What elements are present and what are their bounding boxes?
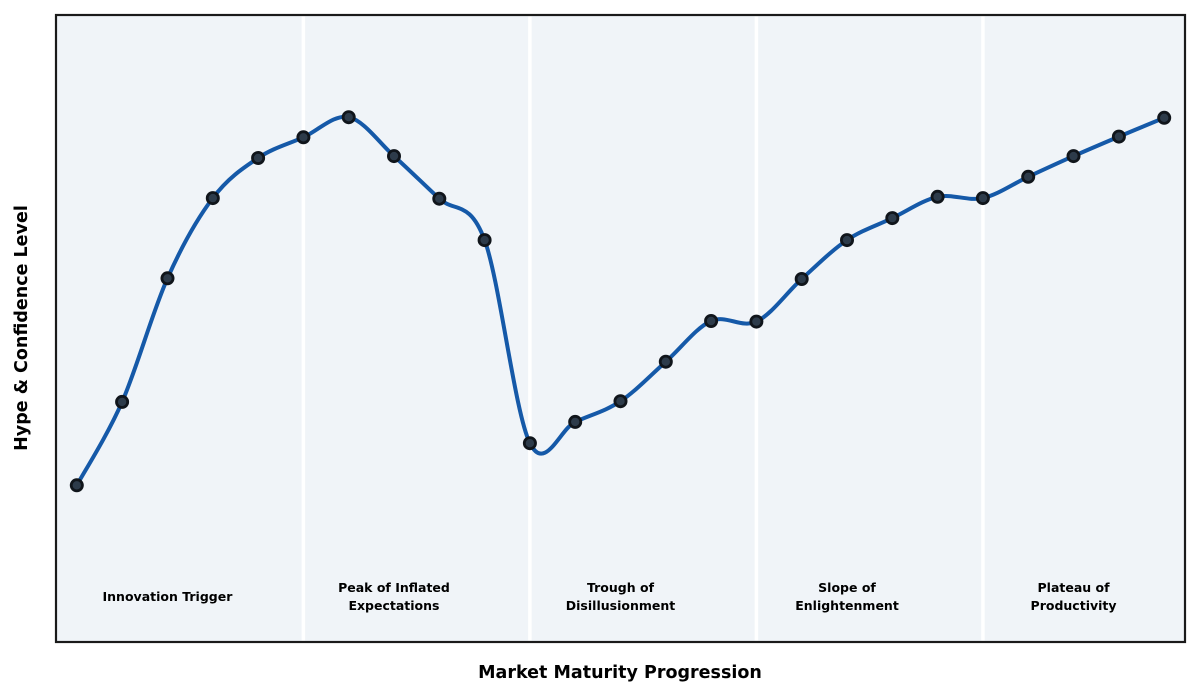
x-axis-label: Market Maturity Progression: [478, 663, 762, 683]
data-point-marker: [749, 314, 764, 329]
data-point-marker: [522, 436, 537, 451]
data-point-marker: [704, 313, 719, 328]
data-point-marker: [975, 191, 990, 206]
plot-background: [56, 15, 1185, 642]
data-point-marker: [840, 233, 855, 248]
data-point-marker: [658, 354, 673, 369]
plot-border: [54, 13, 1187, 644]
data-point-marker: [341, 110, 356, 125]
data-point-marker: [794, 271, 809, 286]
y-axis-label: Hype & Confidence Level: [12, 205, 32, 451]
data-point-marker: [1157, 110, 1172, 125]
phase-label: Slope of Enlightenment: [795, 580, 899, 613]
data-point-marker: [930, 189, 945, 204]
data-point-marker: [251, 150, 266, 165]
data-point-marker: [568, 414, 583, 429]
data-point-marker: [160, 271, 175, 286]
data-point-marker: [477, 233, 492, 248]
data-point-marker: [432, 191, 447, 206]
data-point-marker: [1111, 129, 1126, 144]
phase-label: Innovation Trigger: [102, 589, 233, 604]
data-point-marker: [69, 478, 84, 493]
data-point-marker: [885, 211, 900, 226]
data-point-marker: [1066, 149, 1081, 164]
data-point-marker: [613, 394, 628, 409]
phase-label: Peak of Inflated Expectations: [338, 580, 450, 613]
phase-label: Trough of Disillusionment: [565, 580, 676, 613]
data-point-marker: [1021, 169, 1036, 184]
data-point-marker: [205, 191, 220, 206]
data-point-marker: [296, 130, 311, 145]
data-point-marker: [386, 149, 401, 164]
data-point-marker: [115, 394, 130, 409]
phase-label: Plateau of Productivity: [1030, 580, 1117, 613]
